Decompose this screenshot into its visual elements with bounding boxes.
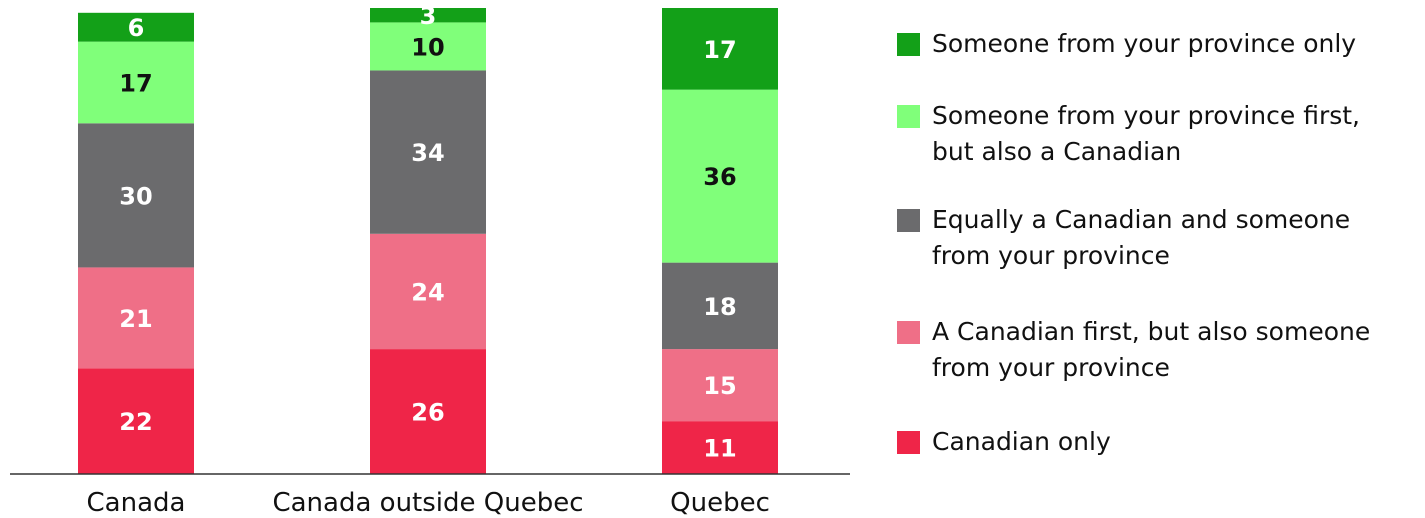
legend-swatch	[897, 33, 920, 56]
bar-segment	[662, 262, 778, 350]
x-tick-label: Quebec	[670, 488, 770, 518]
bar-segment	[370, 70, 486, 234]
legend-label: A Canadian first, but also someone from …	[932, 317, 1371, 382]
legend-label: Equally a Canadian and someone from your…	[932, 205, 1351, 270]
value-label: 17	[119, 69, 152, 97]
bar-segment	[370, 349, 486, 474]
legend-swatch	[897, 105, 920, 128]
x-tick-label: Canada	[87, 488, 186, 518]
value-label: 26	[411, 399, 444, 427]
bar-segment	[78, 123, 194, 268]
bar-segment	[370, 22, 486, 71]
value-label: 24	[411, 278, 444, 306]
bar-segment	[662, 89, 778, 263]
bar-segment	[78, 368, 194, 474]
legend-label: Someone from your province first, but al…	[932, 101, 1361, 166]
legend-label: Someone from your province only	[932, 29, 1357, 58]
legend-item: Someone from your province first, but al…	[897, 101, 1425, 170]
value-label: 30	[119, 182, 152, 210]
bar-segment	[370, 8, 486, 23]
bar-segment	[78, 41, 194, 124]
value-label: 21	[119, 305, 152, 333]
value-label: 22	[119, 408, 152, 436]
bar-segment	[662, 349, 778, 422]
legend-swatch	[897, 321, 920, 344]
legend-item: Equally a Canadian and someone from your…	[897, 205, 1425, 274]
value-label: 34	[411, 139, 444, 167]
bar-segment	[78, 267, 194, 369]
legend-item: Someone from your province only	[897, 29, 1425, 62]
plot: 22 21 30 17 6 Canada 26 24 34 10 3 Canada outside Q…	[10, 2, 850, 518]
bar-segment	[370, 233, 486, 350]
value-label: 11	[703, 435, 736, 463]
value-label: 17	[703, 36, 736, 64]
value-label: 15	[703, 372, 736, 400]
bar-segment	[662, 421, 778, 474]
legend-item: A Canadian first, but also someone from …	[897, 317, 1425, 386]
value-label: 36	[703, 163, 736, 191]
value-label: 18	[703, 293, 736, 321]
legend-swatch	[897, 431, 920, 454]
legend-label: Canadian only	[932, 427, 1111, 456]
value-label: 3	[420, 2, 437, 30]
x-tick-label: Canada outside Quebec	[272, 488, 583, 518]
bar-segment	[662, 8, 778, 90]
bar-segment	[78, 12, 194, 42]
legend-item: Canadian only	[897, 427, 1425, 460]
value-label: 6	[128, 14, 145, 42]
value-label: 10	[411, 33, 444, 61]
legend-swatch	[897, 209, 920, 232]
